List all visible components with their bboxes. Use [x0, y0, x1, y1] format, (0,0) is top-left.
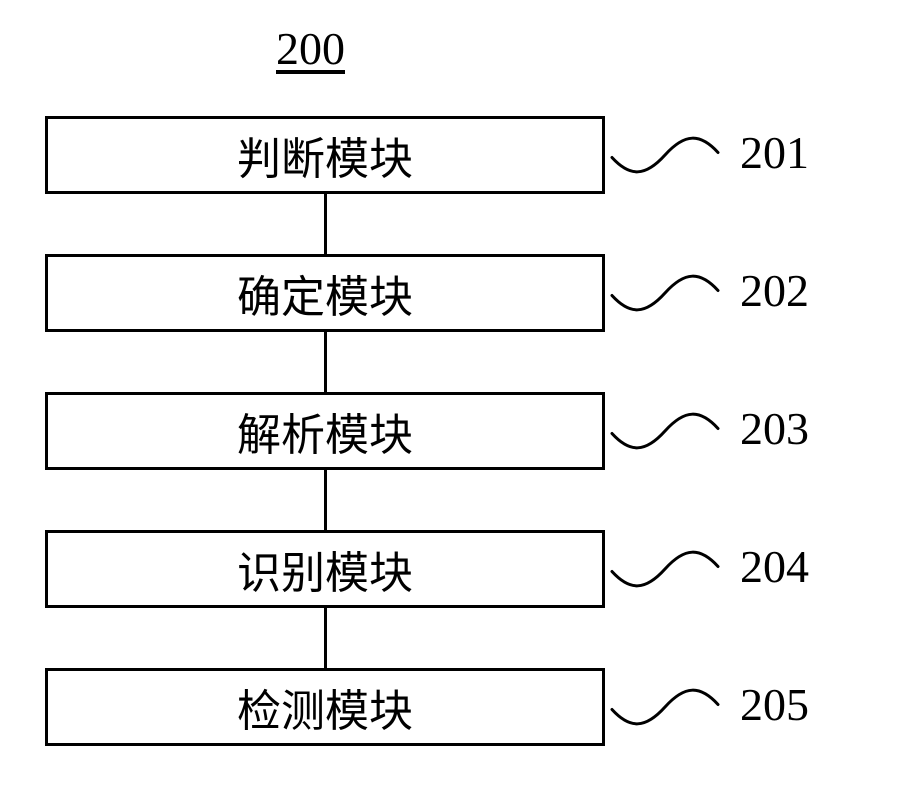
node-box-4: 识别模块 [45, 530, 605, 608]
diagram-title: 200 [276, 22, 345, 75]
connector-1-2 [324, 194, 327, 254]
node-label-4: 识别模块 [237, 537, 413, 601]
connector-2-3 [324, 332, 327, 392]
connector-3-4 [324, 470, 327, 530]
node-label-2: 确定模块 [237, 261, 413, 325]
node-box-1: 判断模块 [45, 116, 605, 194]
node-ref-4: 204 [740, 540, 809, 593]
node-ref-5: 205 [740, 678, 809, 731]
node-box-3: 解析模块 [45, 392, 605, 470]
node-box-2: 确定模块 [45, 254, 605, 332]
diagram-canvas: 200 判断模块 201 确定模块 202 解析模块 203 识别模块 204 … [0, 0, 921, 800]
node-label-1: 判断模块 [237, 123, 413, 187]
node-label-5: 检测模块 [237, 675, 413, 739]
node-ref-1: 201 [740, 126, 809, 179]
squiggle-3 [610, 406, 720, 456]
node-label-3: 解析模块 [237, 399, 413, 463]
squiggle-5 [610, 682, 720, 732]
node-ref-3: 203 [740, 402, 809, 455]
node-box-5: 检测模块 [45, 668, 605, 746]
squiggle-4 [610, 544, 720, 594]
node-ref-2: 202 [740, 264, 809, 317]
squiggle-2 [610, 268, 720, 318]
connector-4-5 [324, 608, 327, 668]
squiggle-1 [610, 130, 720, 180]
